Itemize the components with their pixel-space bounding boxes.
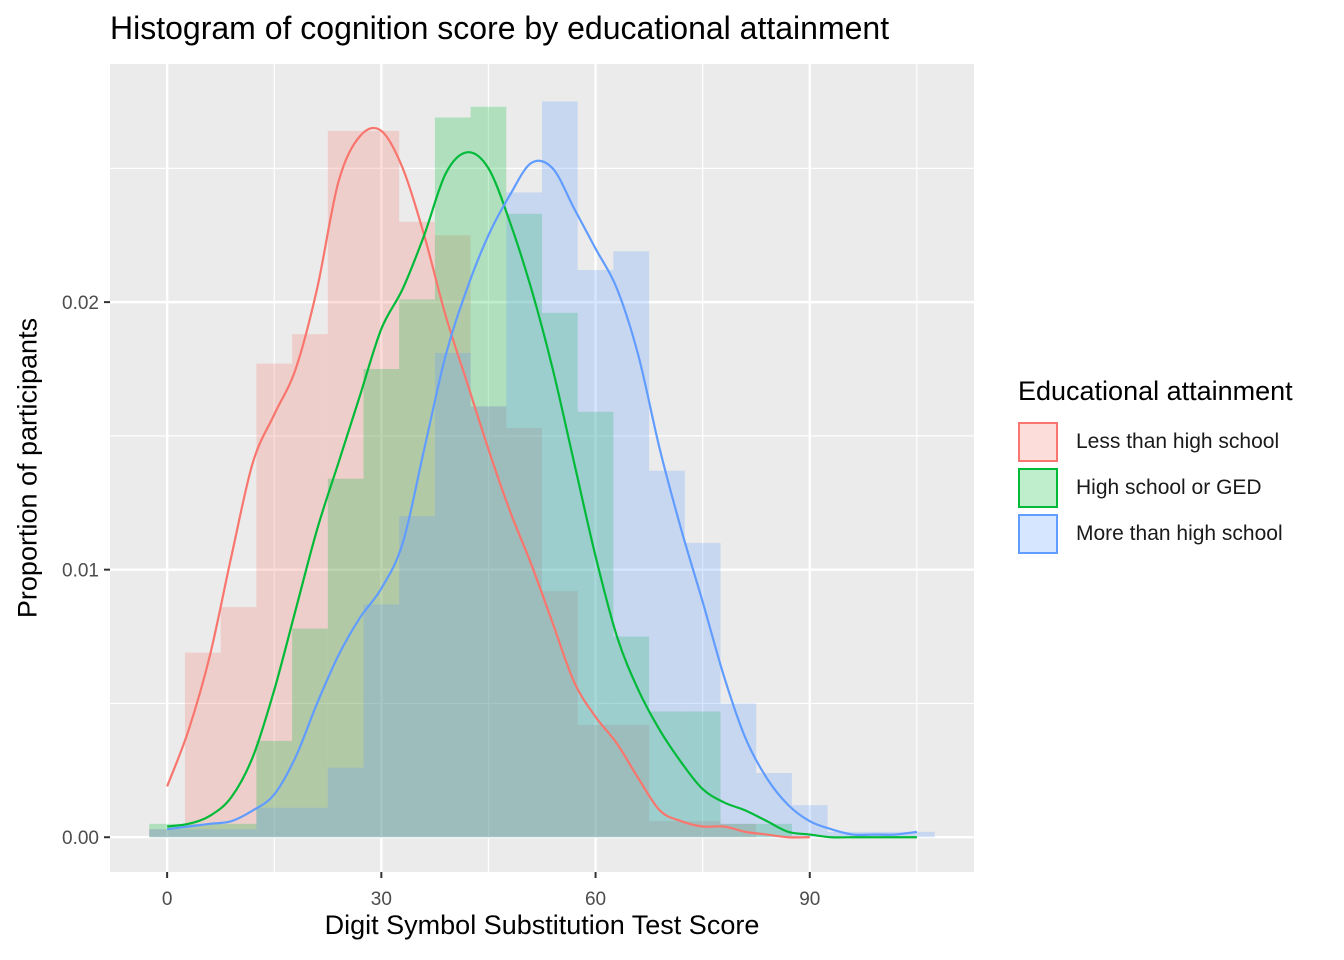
histogram-bar: [292, 628, 328, 838]
x-tick-label: 0: [162, 889, 173, 910]
histogram-bar: [649, 821, 685, 838]
histogram-bar: [577, 724, 614, 838]
legend-item-high-school-or-ged: High school or GED: [1018, 465, 1293, 511]
y-tick-label: 0.02: [62, 293, 99, 314]
x-axis-label: Digit Symbol Substitution Test Score: [324, 910, 760, 940]
histogram-bar: [756, 773, 792, 838]
histogram-bar: [506, 213, 542, 838]
histogram-bar: [220, 829, 257, 838]
y-tick-label: 0.00: [62, 828, 99, 849]
histogram-bar: [506, 427, 542, 838]
histogram-bar: [470, 106, 507, 838]
plot-panel-background: [110, 64, 974, 872]
histogram-bar: [256, 807, 293, 838]
histogram-bar: [149, 829, 185, 838]
histogram-bar: [613, 251, 650, 838]
histogram-bar: [184, 829, 221, 838]
histogram-bar: [220, 607, 257, 838]
histogram-bar: [399, 221, 435, 838]
histogram-bar: [542, 591, 578, 838]
histogram-bar: [399, 516, 435, 838]
histogram-bar: [327, 767, 364, 838]
grid-major: [110, 64, 974, 872]
legend-item-less-than-high-school: Less than high school: [1018, 419, 1293, 465]
bars-less-than-high-school: [149, 130, 757, 838]
legend-label: More than high school: [1076, 522, 1283, 545]
legend: Educational attainment Less than high sc…: [1018, 376, 1293, 557]
histogram-bar: [470, 406, 507, 838]
histogram-bar: [613, 636, 650, 838]
legend-key-less-than-high-school: [1018, 422, 1058, 462]
histogram-bar: [899, 831, 935, 838]
histogram-bar: [613, 724, 650, 838]
histogram-bar: [149, 829, 185, 838]
histogram-bar: [684, 542, 721, 838]
legend-label: High school or GED: [1076, 476, 1262, 499]
density-curve-more-than-high-school: [166, 159, 918, 837]
histogram-bar: [399, 299, 435, 838]
histogram-bar: [292, 807, 328, 838]
legend-item-more-than-high-school: More than high school: [1018, 511, 1293, 557]
histogram-bar: [363, 130, 400, 838]
y-axis-label: Proportion of participants: [12, 317, 43, 619]
histogram-bar: [434, 117, 471, 838]
density-curve-high-school-or-ged: [166, 151, 917, 839]
histogram-bar: [220, 823, 257, 838]
histogram-bar: [577, 411, 614, 838]
histogram-bar: [327, 478, 364, 838]
histogram-bar: [470, 406, 507, 838]
histogram-bar: [720, 703, 757, 838]
histogram-bar: [363, 604, 400, 838]
x-tick-label: 60: [585, 889, 606, 910]
density-curves: [166, 126, 918, 839]
x-tick-label: 30: [371, 889, 392, 910]
grid-minor: [110, 64, 974, 872]
histogram-bar: [256, 363, 293, 838]
legend-key-high-school-or-ged: [1018, 468, 1058, 508]
histogram-bar: [434, 352, 471, 838]
density-curve-less-than-high-school: [166, 126, 810, 839]
axes: 0 30 60 90 0.00 0.01 0.02: [62, 293, 820, 910]
histogram-bar: [542, 101, 578, 838]
bars-more-than-high-school: [149, 101, 935, 838]
histogram-bar: [827, 831, 864, 838]
legend-label: Less than high school: [1076, 430, 1280, 453]
histogram-bar: [649, 470, 685, 838]
histogram-bar: [184, 823, 221, 838]
legend-key-more-than-high-school: [1018, 514, 1058, 554]
legend-title: Educational attainment: [1018, 376, 1293, 406]
chart-title: Histogram of cognition score by educatio…: [110, 10, 890, 46]
histogram-bar: [327, 130, 364, 838]
y-tick-label: 0.01: [62, 561, 99, 582]
x-tick-label: 90: [799, 889, 820, 910]
histogram-bars: [149, 101, 935, 838]
histogram-bar: [363, 369, 400, 838]
histogram-bar: [256, 740, 293, 838]
bars-high-school-or-ged: [149, 106, 792, 838]
